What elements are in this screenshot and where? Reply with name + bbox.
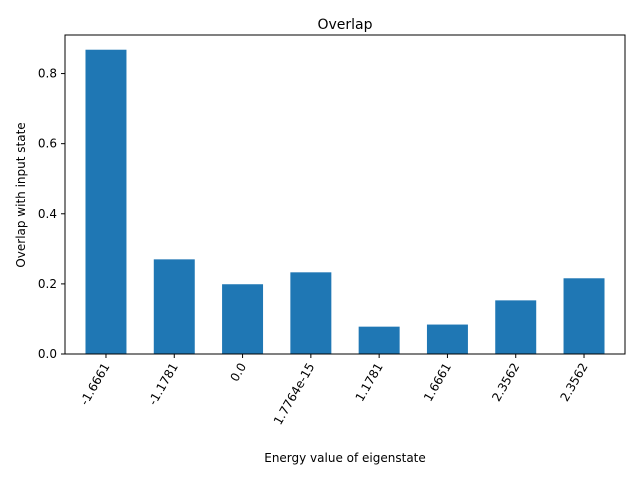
x-tick-label: -1.1781 (146, 361, 181, 408)
bar-3 (290, 272, 332, 354)
bar-5 (426, 324, 468, 354)
y-tick-label: 0.2 (38, 277, 57, 291)
x-axis-label: Energy value of eigenstate (264, 451, 426, 465)
y-tick-label: 0.4 (38, 207, 57, 221)
bar-7 (563, 278, 605, 354)
x-tick-label: 0.0 (227, 361, 249, 385)
bar-1 (153, 259, 195, 354)
y-tick-label: 0.6 (38, 137, 57, 151)
y-tick-label: 0.0 (38, 347, 57, 361)
x-axis: -1.6661 -1.1781 0.0 1.7764e-15 1.1781 1.6661 2… (77, 354, 591, 428)
x-tick-label: 1.6661 (421, 361, 454, 404)
y-tick-label: 0.8 (38, 67, 57, 81)
y-axis-label: Overlap with input state (14, 122, 28, 267)
x-tick-label: 1.7764e-15 (271, 361, 318, 428)
bars-group (85, 49, 605, 354)
bar-0 (85, 49, 127, 354)
bar-6 (495, 300, 537, 354)
bar-4 (358, 326, 400, 354)
plot-frame (64, 34, 626, 355)
bar-2 (222, 284, 264, 354)
chart-title: Overlap (317, 17, 372, 33)
x-tick-label: 2.3562 (557, 361, 590, 404)
x-tick-label: -1.6661 (77, 361, 112, 408)
x-tick-label: 2.3562 (489, 361, 522, 404)
y-axis: 0.0 0.2 0.4 0.6 0.8 (38, 67, 65, 361)
x-tick-label: 1.1781 (353, 361, 386, 404)
